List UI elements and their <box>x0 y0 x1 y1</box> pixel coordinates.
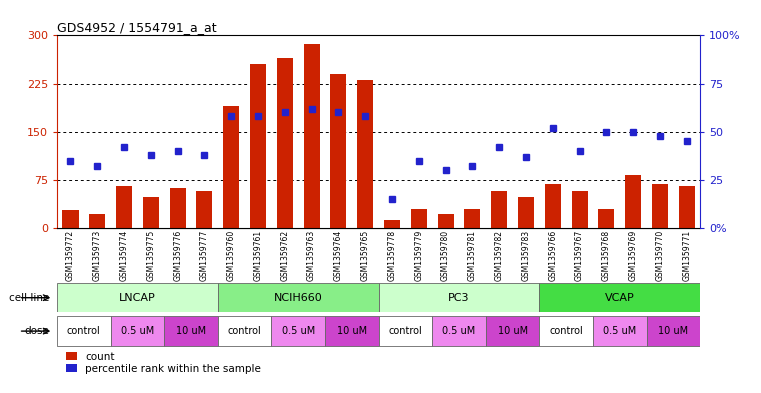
Bar <box>625 175 642 228</box>
Bar <box>196 191 212 228</box>
Text: GSM1359765: GSM1359765 <box>361 230 370 281</box>
Text: GSM1359768: GSM1359768 <box>602 230 611 281</box>
Text: GSM1359764: GSM1359764 <box>334 230 343 281</box>
Text: GSM1359762: GSM1359762 <box>280 230 289 281</box>
Bar <box>218 316 272 346</box>
Text: cell line: cell line <box>9 293 49 303</box>
Bar <box>250 64 266 228</box>
Bar <box>272 316 325 346</box>
Text: 10 uM: 10 uM <box>176 326 206 336</box>
Text: GSM1359763: GSM1359763 <box>307 230 316 281</box>
Text: GSM1359781: GSM1359781 <box>468 230 477 281</box>
Bar <box>170 188 186 228</box>
Text: GSM1359760: GSM1359760 <box>227 230 236 281</box>
Text: GSM1359769: GSM1359769 <box>629 230 638 281</box>
Bar <box>89 214 105 228</box>
Bar <box>411 209 427 228</box>
Text: 10 uM: 10 uM <box>658 326 689 336</box>
Bar <box>593 316 647 346</box>
Bar <box>679 186 695 228</box>
Text: GSM1359778: GSM1359778 <box>387 230 396 281</box>
Text: control: control <box>67 326 100 336</box>
Bar <box>647 316 700 346</box>
Text: control: control <box>549 326 583 336</box>
Bar <box>438 214 454 228</box>
Text: GSM1359775: GSM1359775 <box>146 230 155 281</box>
Text: 0.5 uM: 0.5 uM <box>442 326 476 336</box>
Bar <box>572 191 587 228</box>
Bar <box>384 220 400 228</box>
Bar <box>223 106 239 228</box>
Text: GSM1359780: GSM1359780 <box>441 230 450 281</box>
Text: GSM1359761: GSM1359761 <box>253 230 263 281</box>
Bar <box>277 58 293 228</box>
Text: control: control <box>389 326 422 336</box>
Text: GSM1359783: GSM1359783 <box>521 230 530 281</box>
Text: PC3: PC3 <box>448 293 470 303</box>
Text: GSM1359774: GSM1359774 <box>119 230 129 281</box>
Text: NCIH660: NCIH660 <box>274 293 323 303</box>
Bar <box>330 74 346 228</box>
Text: GSM1359779: GSM1359779 <box>414 230 423 281</box>
Text: GSM1359782: GSM1359782 <box>495 230 504 281</box>
Bar <box>432 316 486 346</box>
Bar <box>378 316 432 346</box>
Text: 0.5 uM: 0.5 uM <box>603 326 636 336</box>
Text: GDS4952 / 1554791_a_at: GDS4952 / 1554791_a_at <box>57 21 217 34</box>
Bar <box>357 80 373 228</box>
Bar <box>164 316 218 346</box>
Bar <box>378 283 540 312</box>
Bar <box>540 283 700 312</box>
Bar <box>218 283 378 312</box>
Bar <box>143 197 159 228</box>
Text: GSM1359766: GSM1359766 <box>548 230 557 281</box>
Text: 10 uM: 10 uM <box>498 326 527 336</box>
Bar <box>486 316 540 346</box>
Bar <box>304 44 320 228</box>
Bar <box>110 316 164 346</box>
Bar <box>325 316 378 346</box>
Text: GSM1359773: GSM1359773 <box>93 230 102 281</box>
Bar <box>57 283 218 312</box>
Bar <box>491 191 507 228</box>
Text: control: control <box>228 326 262 336</box>
Bar <box>545 184 561 228</box>
Bar <box>116 186 132 228</box>
Bar <box>464 209 480 228</box>
Bar <box>57 316 110 346</box>
Bar <box>518 197 534 228</box>
Legend: count, percentile rank within the sample: count, percentile rank within the sample <box>62 347 266 378</box>
Text: dose: dose <box>24 326 49 336</box>
Bar <box>652 184 668 228</box>
Text: GSM1359777: GSM1359777 <box>200 230 209 281</box>
Text: VCAP: VCAP <box>605 293 635 303</box>
Text: GSM1359776: GSM1359776 <box>174 230 182 281</box>
Text: GSM1359771: GSM1359771 <box>682 230 691 281</box>
Text: 0.5 uM: 0.5 uM <box>121 326 154 336</box>
Text: LNCAP: LNCAP <box>119 293 156 303</box>
Text: GSM1359772: GSM1359772 <box>66 230 75 281</box>
Text: GSM1359770: GSM1359770 <box>655 230 664 281</box>
Text: 10 uM: 10 uM <box>336 326 367 336</box>
Bar <box>540 316 593 346</box>
Text: GSM1359767: GSM1359767 <box>575 230 584 281</box>
Text: 0.5 uM: 0.5 uM <box>282 326 315 336</box>
Bar <box>62 210 78 228</box>
Bar <box>598 209 614 228</box>
